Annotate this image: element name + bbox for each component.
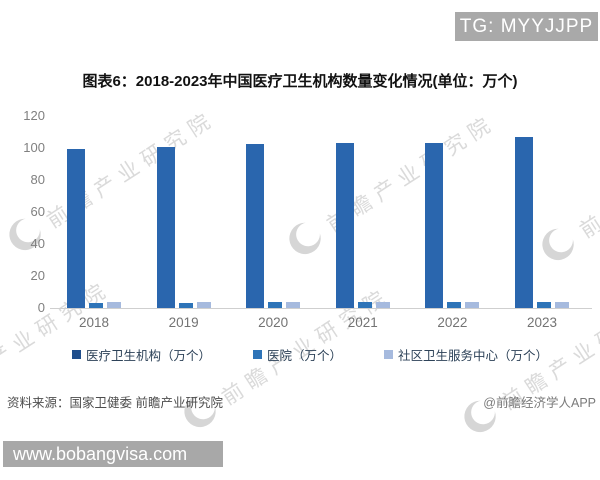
bar [89, 302, 103, 308]
legend-swatch-icon [252, 350, 262, 359]
legend-item-2: 社区卫生服务中心（万个） [384, 345, 548, 364]
x-tick-label: 2020 [258, 315, 289, 330]
bar-group-2020 [246, 144, 301, 308]
chart-title: 图表6：2018-2023年中国医疗卫生机构数量变化情况(单位：万个) [82, 73, 518, 90]
y-tick-label: 20 [30, 268, 45, 283]
legend-label: 社区卫生服务中心（万个） [398, 349, 549, 363]
bar [268, 302, 283, 308]
legend-item-1: 医院（万个） [252, 345, 342, 364]
y-tick-label: 80 [30, 172, 45, 187]
x-tick-label: 2019 [168, 315, 199, 330]
data-source-note: 资料来源：国家卫健委 前瞻产业研究院 [7, 396, 223, 410]
x-tick-label: 2021 [347, 315, 378, 330]
chart-legend: 医疗卫生机构（万个） 医院（万个） 社区卫生服务中心（万个） [40, 345, 580, 364]
bar [357, 302, 372, 308]
tg-contact-badge: TG: MYYJJPP [455, 12, 598, 41]
bar [375, 302, 390, 308]
bar [555, 302, 569, 308]
legend-label: 医院（万个） [266, 349, 342, 363]
bar [465, 302, 480, 308]
y-tick-label: 100 [23, 140, 45, 155]
credit-note: @前瞻经济学人APP [483, 396, 596, 410]
legend-swatch-icon [71, 350, 81, 359]
legend-label: 医疗卫生机构（万个） [85, 349, 211, 363]
legend-item-0: 医疗卫生机构（万个） [71, 345, 211, 364]
x-tick-label: 2018 [78, 315, 110, 330]
x-tick-label: 2022 [437, 315, 468, 330]
bar-group-2023 [515, 136, 569, 308]
bar [515, 136, 533, 308]
y-tick-label: 40 [30, 236, 45, 251]
bar [425, 142, 444, 308]
y-tick-label: 60 [30, 204, 45, 219]
bar [335, 143, 354, 308]
bar [178, 302, 193, 308]
bar-group-2021 [335, 143, 390, 308]
website-url-bar: www.bobangvisa.com [3, 441, 223, 467]
bar [286, 302, 301, 308]
bar [447, 302, 462, 308]
y-tick-label: 0 [37, 300, 45, 315]
bar [107, 302, 121, 308]
bar-group-2019 [156, 146, 211, 308]
bar [67, 148, 85, 308]
y-tick-label: 120 [23, 108, 45, 123]
bar [196, 302, 211, 308]
bar [537, 301, 551, 308]
legend-swatch-icon [384, 350, 393, 359]
bar-group-2018 [67, 148, 121, 308]
x-tick-label: 2023 [526, 315, 558, 330]
x-axis-line [50, 308, 592, 309]
bar [246, 144, 265, 308]
bar-group-2022 [425, 142, 480, 308]
bar [156, 146, 175, 308]
